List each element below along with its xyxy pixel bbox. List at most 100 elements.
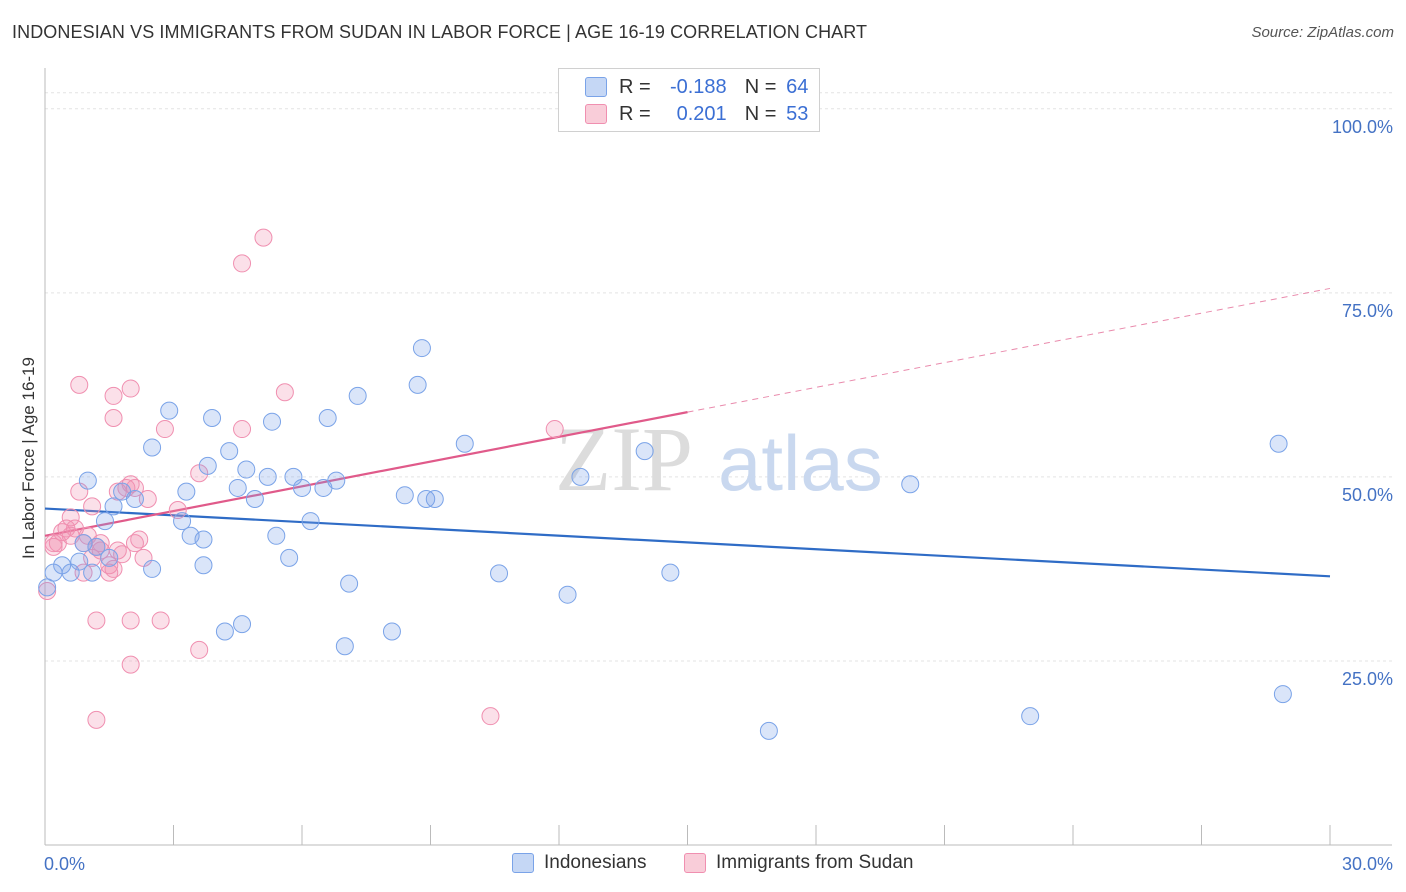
point-indonesians [455, 434, 474, 453]
point-indonesians [104, 497, 123, 516]
point-indonesians [318, 409, 337, 428]
n-label: N = [744, 102, 777, 125]
point-sudan [104, 386, 123, 405]
point-indonesians [143, 438, 162, 457]
y-tick-label: 25.0% [1342, 669, 1393, 689]
point-sudan [83, 497, 102, 516]
point-indonesians [95, 512, 114, 531]
legend-swatch-pink [585, 104, 607, 124]
point-indonesians [198, 456, 217, 475]
point-indonesians [258, 467, 277, 486]
point-indonesians [340, 574, 359, 593]
point-indonesians [267, 526, 286, 545]
series-immigrants-from-sudan-points [38, 228, 564, 729]
legend-label-indonesians: Indonesians [544, 852, 647, 873]
point-indonesians [245, 489, 264, 508]
point-indonesians [215, 622, 234, 641]
point-indonesians [70, 552, 89, 571]
point-sudan [481, 707, 500, 726]
y-axis-label: In Labor Force | Age 16-19 [19, 357, 38, 559]
point-indonesians [558, 585, 577, 604]
point-sudan [155, 420, 174, 439]
r-label: R = [619, 75, 651, 98]
n-label: N = [744, 75, 777, 98]
legend-swatch-blue [512, 853, 534, 873]
point-sudan [190, 640, 209, 659]
point-indonesians [1273, 685, 1292, 704]
point-sudan [168, 501, 187, 520]
r-value: 0.201 [676, 102, 727, 125]
point-indonesians [1269, 434, 1288, 453]
point-indonesians [395, 486, 414, 505]
point-indonesians [237, 460, 256, 479]
point-indonesians [220, 442, 239, 461]
point-indonesians [78, 471, 97, 490]
point-indonesians [160, 401, 179, 420]
point-sudan [233, 420, 252, 439]
point-sudan [61, 508, 80, 527]
point-indonesians [143, 559, 162, 578]
legend-row-indonesians: R = -0.188 N = 64 [559, 73, 808, 101]
source-label: Source: ZipAtlas.com [1251, 24, 1394, 41]
point-indonesians [87, 537, 106, 556]
point-indonesians [263, 412, 282, 431]
legend-item-sudan: Immigrants from Sudan [684, 852, 913, 874]
point-sudan [121, 611, 140, 630]
correlation-legend: R = -0.188 N = 64 R = 0.201 N = 53 [558, 68, 820, 132]
point-indonesians [301, 512, 320, 531]
trend-lines [44, 287, 1331, 578]
n-value: 53 [786, 102, 809, 125]
trend-line-indonesians [44, 507, 1331, 578]
point-indonesians [100, 548, 119, 567]
r-label: R = [619, 102, 651, 125]
point-indonesians [335, 637, 354, 656]
point-indonesians [177, 482, 196, 501]
point-indonesians [412, 339, 431, 358]
point-sudan [275, 383, 294, 402]
series-indonesians-points [38, 339, 1292, 740]
watermark: ZIP atlas [555, 408, 883, 510]
axes [44, 68, 1392, 846]
legend-swatch-blue [585, 77, 607, 97]
point-indonesians [280, 548, 299, 567]
point-indonesians [327, 471, 346, 490]
point-sudan [121, 379, 140, 398]
point-indonesians [382, 622, 401, 641]
point-indonesians [233, 615, 252, 634]
point-indonesians [173, 512, 192, 531]
point-sudan [545, 420, 564, 439]
n-value: 64 [786, 75, 809, 98]
point-indonesians [83, 563, 102, 582]
legend-label-sudan: Immigrants from Sudan [716, 852, 914, 873]
point-sudan [151, 611, 170, 630]
point-indonesians [635, 442, 654, 461]
point-indonesians [759, 721, 778, 740]
point-indonesians [125, 489, 144, 508]
x-tick-label: 30.0% [1342, 854, 1393, 874]
legend-row-sudan: R = 0.201 N = 53 [559, 100, 808, 128]
grid-lines [45, 92, 1392, 662]
point-indonesians [293, 478, 311, 497]
point-sudan [104, 409, 123, 428]
point-indonesians [571, 467, 590, 486]
point-indonesians [194, 530, 213, 549]
x-tick-labels: 0.0% 30.0% [44, 854, 1393, 874]
trend-line-sudan-extension [687, 287, 1331, 413]
legend-item-indonesians: Indonesians [512, 852, 646, 874]
point-sudan [130, 530, 149, 549]
y-tick-label: 100.0% [1332, 117, 1393, 137]
point-indonesians [901, 475, 920, 494]
point-sudan [138, 489, 157, 508]
r-value: -0.188 [669, 75, 727, 98]
trend-line-sudan [44, 411, 688, 537]
point-indonesians [408, 375, 427, 394]
point-indonesians [228, 478, 247, 497]
y-tick-label: 75.0% [1342, 301, 1393, 321]
point-indonesians [661, 563, 680, 582]
point-sudan [254, 228, 273, 247]
point-indonesians [203, 409, 222, 428]
point-sudan [70, 375, 89, 394]
watermark-atlas: atlas [718, 419, 883, 507]
x-tick-label: 0.0% [44, 854, 85, 874]
